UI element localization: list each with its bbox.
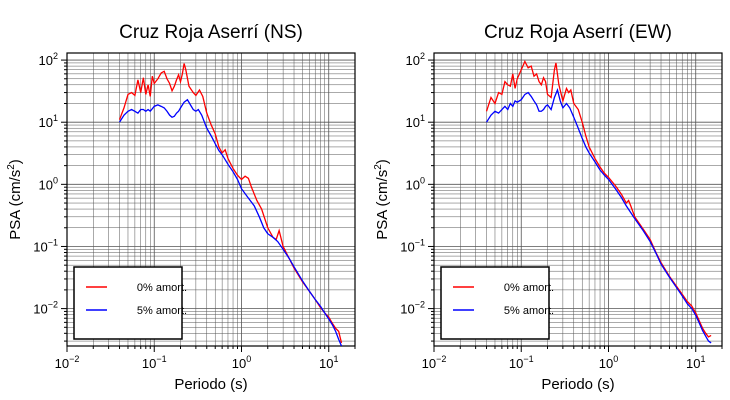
series-line-five-percent-damping bbox=[118, 98, 343, 346]
legend-label: 0% amort. bbox=[504, 282, 554, 294]
y-axis-label: PSA (cm/s2) bbox=[373, 159, 391, 240]
x-axis-label: Periodo (s) bbox=[541, 376, 614, 393]
series-line-five-percent-damping bbox=[485, 87, 712, 344]
legend-label: 5% amort. bbox=[137, 305, 187, 317]
x-tick-label: 10−2 bbox=[55, 354, 80, 371]
x-tick-label: 10−2 bbox=[422, 354, 447, 371]
x-tick-label: 101 bbox=[686, 354, 705, 371]
axis-ticks bbox=[428, 59, 723, 352]
legend-label: 5% amort. bbox=[504, 305, 554, 317]
y-tick-label: 10−2 bbox=[400, 300, 425, 317]
legend-label: 0% amort. bbox=[137, 282, 187, 294]
legend-box bbox=[73, 266, 183, 340]
chart-title: Cruz Roja Aserrí (NS) bbox=[119, 22, 303, 43]
chart-ns-container: Cruz Roja Aserrí (NS) 10−2 10−1 100 101 10−2 1… bbox=[6, 22, 356, 393]
axis-ticks bbox=[61, 59, 356, 352]
x-tick-label: 10−1 bbox=[509, 354, 534, 371]
legend: 0% amort. 5% amort. bbox=[73, 266, 187, 340]
y-tick-label: 100 bbox=[39, 175, 58, 192]
y-tick-label: 10−2 bbox=[33, 300, 58, 317]
y-tick-label: 101 bbox=[406, 113, 425, 130]
chart-title: Cruz Roja Aserrí (EW) bbox=[484, 22, 672, 43]
plot-frame bbox=[66, 52, 356, 347]
x-tick-label: 100 bbox=[232, 354, 251, 371]
y-tick-label: 101 bbox=[39, 113, 58, 130]
x-tick-label: 10−1 bbox=[142, 354, 167, 371]
y-tick-label: 10−1 bbox=[400, 237, 425, 254]
y-tick-label: 102 bbox=[406, 51, 425, 68]
x-tick-label: 101 bbox=[319, 354, 338, 371]
y-axis-label: PSA (cm/s2) bbox=[6, 159, 24, 240]
x-axis-label: Periodo (s) bbox=[174, 376, 247, 393]
legend-box bbox=[440, 266, 550, 340]
chart-ew-container: Cruz Roja Aserrí (EW) 10−2 10−1 100 101 10−2 1… bbox=[373, 22, 723, 393]
plot-frame bbox=[433, 52, 723, 347]
legend: 0% amort. 5% amort. bbox=[440, 266, 554, 340]
x-tick-label: 100 bbox=[599, 354, 618, 371]
y-tick-label: 102 bbox=[39, 51, 58, 68]
y-tick-label: 100 bbox=[406, 175, 425, 192]
y-tick-label: 10−1 bbox=[33, 237, 58, 254]
